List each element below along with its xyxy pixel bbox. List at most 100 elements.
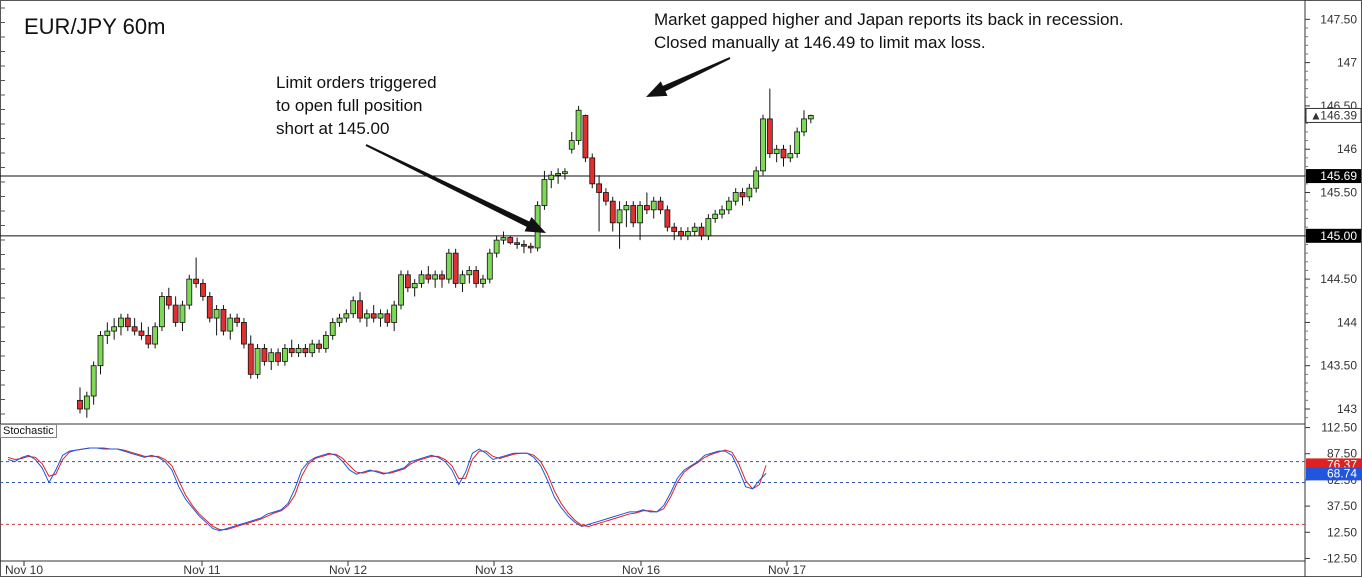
candle-body[interactable] (507, 237, 514, 244)
candle-body[interactable] (254, 347, 261, 375)
candle-body[interactable] (603, 192, 609, 202)
candle-body[interactable] (425, 274, 432, 280)
candle-body[interactable] (486, 252, 493, 280)
candle-body[interactable] (97, 335, 104, 367)
candle-body[interactable] (541, 179, 548, 206)
candle-body[interactable] (753, 170, 760, 189)
candle-body[interactable] (152, 326, 159, 345)
candle-body[interactable] (295, 347, 302, 354)
candle-body[interactable] (200, 283, 206, 297)
candle-body[interactable] (787, 153, 794, 159)
candle-body[interactable] (350, 300, 357, 315)
candle-body[interactable] (439, 274, 445, 280)
candle-body[interactable] (500, 237, 507, 241)
candle-body[interactable] (630, 205, 637, 224)
candle-body[interactable] (725, 200, 732, 211)
candle-body[interactable] (234, 317, 240, 323)
candle-body[interactable] (521, 244, 527, 247)
candle-body[interactable] (227, 317, 234, 332)
candle-body[interactable] (589, 157, 596, 185)
candle-body[interactable] (145, 335, 152, 345)
candle-body[interactable] (691, 226, 698, 232)
candle-body[interactable] (527, 245, 534, 249)
candle-body[interactable] (206, 296, 213, 319)
candle-body[interactable] (391, 304, 398, 323)
candle-body[interactable] (746, 187, 753, 198)
candle-body[interactable] (684, 231, 691, 237)
candle-body[interactable] (719, 209, 725, 215)
candle-body[interactable] (705, 218, 712, 237)
candle-body[interactable] (596, 183, 602, 193)
candle-body[interactable] (329, 322, 336, 336)
candle-body[interactable] (548, 174, 555, 180)
candle-body[interactable] (275, 352, 281, 362)
candle-body[interactable] (302, 347, 309, 354)
candle-body[interactable] (411, 283, 418, 289)
candle-body[interactable] (261, 347, 268, 362)
candle-body[interactable] (480, 278, 486, 284)
candle-body[interactable] (370, 313, 377, 319)
candle-body[interactable] (363, 313, 370, 319)
candle-body[interactable] (562, 171, 568, 174)
candle-body[interactable] (739, 192, 746, 198)
candle-body[interactable] (637, 205, 643, 224)
candle-body[interactable] (377, 313, 384, 319)
candle-body[interactable] (452, 252, 459, 284)
candle-body[interactable] (766, 118, 773, 154)
candle-body[interactable] (357, 300, 363, 319)
candle-body[interactable] (678, 231, 684, 237)
candle-body[interactable] (459, 274, 466, 284)
candle-body[interactable] (657, 200, 664, 211)
candle-body[interactable] (336, 317, 343, 323)
candle-body[interactable] (343, 313, 350, 319)
candle-body[interactable] (247, 343, 254, 375)
candle-body[interactable] (316, 343, 322, 349)
candle-body[interactable] (664, 209, 671, 228)
candle-body[interactable] (493, 239, 500, 254)
candle-body[interactable] (186, 278, 193, 306)
candle-body[interactable] (712, 213, 719, 219)
candle-body[interactable] (698, 226, 705, 237)
candle-body[interactable] (623, 205, 630, 211)
candle-body[interactable] (514, 242, 521, 245)
candle-body[interactable] (281, 347, 288, 362)
candle-body[interactable] (213, 309, 220, 319)
candle-body[interactable] (90, 365, 97, 397)
candle-body[interactable] (172, 304, 179, 323)
candle-body[interactable] (118, 317, 124, 328)
candle-body[interactable] (582, 115, 589, 159)
candle-body[interactable] (432, 274, 439, 280)
candle-body[interactable] (794, 131, 801, 154)
candle-body[interactable] (732, 192, 739, 202)
candle-body[interactable] (131, 326, 138, 332)
candle-body[interactable] (398, 274, 404, 306)
candle-body[interactable] (555, 173, 561, 176)
candle-body[interactable] (807, 115, 814, 120)
candle-body[interactable] (466, 270, 473, 276)
candle-body[interactable] (671, 226, 678, 232)
candle-body[interactable] (220, 309, 227, 332)
candle-body[interactable] (309, 343, 316, 354)
candle-body[interactable] (575, 109, 582, 141)
candle-body[interactable] (643, 205, 650, 211)
candle-body[interactable] (193, 278, 200, 284)
candle-body[interactable] (445, 252, 452, 280)
candle-body[interactable] (138, 330, 145, 336)
candle-body[interactable] (801, 118, 807, 133)
candle-body[interactable] (404, 274, 411, 289)
candle-body[interactable] (609, 200, 616, 224)
candle-body[interactable] (111, 326, 118, 332)
candle-body[interactable] (241, 322, 247, 345)
candle-body[interactable] (159, 296, 165, 328)
candle-body[interactable] (268, 352, 275, 362)
candle-body[interactable] (616, 209, 623, 224)
candle-body[interactable] (780, 148, 787, 159)
candle-body[interactable] (288, 347, 295, 354)
candle-body[interactable] (104, 330, 111, 336)
candle-body[interactable] (165, 296, 172, 306)
candle-body[interactable] (384, 313, 391, 323)
candle-body[interactable] (124, 317, 131, 328)
candle-body[interactable] (83, 395, 90, 410)
candle-body[interactable] (473, 270, 480, 284)
candle-body[interactable] (760, 118, 766, 172)
